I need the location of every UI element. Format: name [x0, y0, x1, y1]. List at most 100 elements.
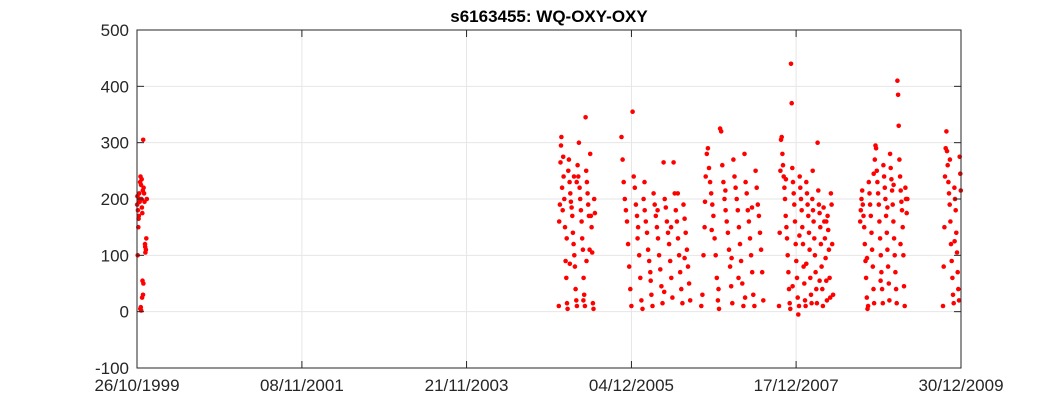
data-point: [786, 286, 792, 292]
data-point: [685, 264, 691, 269]
data-point: [946, 191, 952, 196]
data-point: [824, 298, 830, 303]
data-point: [642, 179, 647, 185]
chart-title: s6163455: WQ-OXY-OXY: [450, 7, 648, 26]
data-point: [806, 213, 811, 219]
data-point: [777, 230, 782, 236]
x-tick-label: 30/12/2009: [918, 376, 1003, 395]
data-point: [758, 247, 764, 252]
data-point: [673, 208, 679, 213]
data-point: [898, 241, 903, 247]
data-point: [951, 300, 956, 306]
data-point: [889, 188, 895, 193]
data-point: [677, 269, 683, 275]
data-point: [786, 269, 791, 275]
data-point: [891, 182, 896, 188]
data-point: [954, 230, 959, 236]
data-point: [727, 264, 733, 269]
data-point: [566, 157, 572, 162]
data-point: [783, 177, 789, 182]
data-point: [874, 168, 880, 174]
data-point: [828, 191, 834, 196]
data-point: [779, 134, 784, 140]
data-point: [814, 286, 819, 292]
data-point: [794, 275, 800, 281]
data-point: [667, 258, 673, 264]
data-point: [566, 168, 571, 174]
data-point: [947, 157, 953, 162]
data-point: [649, 292, 654, 298]
data-point: [753, 168, 758, 174]
data-point: [622, 196, 628, 202]
data-point: [827, 275, 832, 281]
data-point: [788, 61, 794, 67]
data-point: [778, 168, 783, 174]
data-point: [730, 300, 735, 306]
data-point: [942, 224, 947, 230]
data-point: [945, 162, 950, 168]
data-point: [867, 191, 872, 196]
data-point: [816, 202, 822, 207]
data-point: [752, 303, 757, 309]
data-point: [559, 134, 564, 140]
data-point: [866, 179, 872, 185]
data-point: [652, 202, 657, 207]
data-point: [642, 208, 647, 213]
data-point: [704, 151, 710, 157]
data-point: [711, 213, 716, 219]
data-point: [632, 185, 638, 190]
data-point: [713, 253, 718, 258]
data-point: [756, 213, 762, 219]
data-point: [660, 300, 665, 306]
data-point: [819, 264, 824, 269]
data-point: [560, 208, 565, 213]
data-point: [798, 196, 804, 202]
data-point: [141, 191, 147, 196]
data-point: [724, 219, 729, 224]
data-point: [749, 205, 755, 210]
data-point: [581, 298, 586, 303]
data-point: [823, 255, 828, 261]
data-point: [668, 224, 674, 230]
data-point: [893, 269, 898, 275]
data-point: [564, 236, 569, 241]
data-point: [824, 219, 829, 224]
data-point: [683, 230, 688, 236]
data-point: [904, 210, 909, 216]
data-point: [826, 247, 832, 252]
data-point: [671, 160, 676, 165]
data-point: [628, 286, 633, 292]
data-point: [735, 208, 741, 213]
data-point: [895, 78, 900, 83]
data-point: [640, 306, 645, 312]
data-point: [952, 185, 957, 190]
data-point: [670, 295, 675, 300]
data-point: [859, 188, 865, 193]
data-point: [729, 255, 734, 261]
data-point: [800, 241, 806, 247]
data-point: [716, 286, 721, 292]
data-point: [888, 165, 893, 171]
data-point: [817, 278, 822, 284]
data-point: [655, 236, 661, 241]
data-point: [782, 196, 788, 202]
data-point: [821, 205, 826, 210]
y-tick-label: 400: [101, 77, 129, 96]
data-point: [759, 269, 765, 275]
data-point: [818, 224, 823, 230]
data-point: [142, 244, 148, 250]
data-point: [748, 253, 754, 258]
data-point: [592, 210, 598, 216]
data-point: [591, 196, 597, 202]
data-point: [585, 202, 591, 207]
data-point: [810, 196, 815, 202]
data-point: [575, 162, 580, 168]
data-point: [892, 253, 897, 258]
data-point: [869, 230, 874, 236]
data-point: [716, 306, 722, 312]
data-point: [623, 208, 629, 213]
data-point: [635, 224, 641, 230]
data-point: [655, 208, 660, 213]
data-point: [897, 174, 903, 179]
